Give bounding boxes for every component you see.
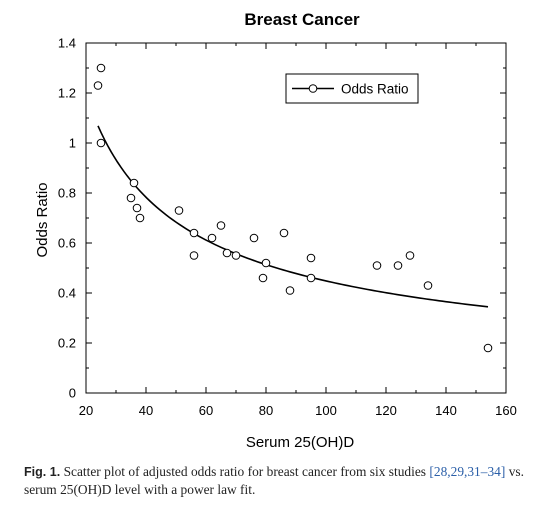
data-point xyxy=(279,228,289,238)
data-point xyxy=(216,221,226,230)
data-point xyxy=(423,281,433,290)
data-point xyxy=(306,253,316,263)
data-point xyxy=(132,203,142,213)
y-tick-label: 0.4 xyxy=(58,286,76,301)
data-point xyxy=(135,213,145,223)
x-tick-label: 80 xyxy=(259,403,273,418)
x-tick-label: 40 xyxy=(139,403,153,418)
data-point xyxy=(207,233,217,243)
data-point xyxy=(405,251,415,260)
legend: Odds Ratio xyxy=(285,73,419,104)
data-point xyxy=(222,248,232,258)
data-point xyxy=(306,273,316,283)
legend-marker-icon xyxy=(308,84,318,93)
y-axis-label: Odds Ratio xyxy=(34,182,51,257)
y-tick-label: 1.2 xyxy=(58,86,76,101)
data-point xyxy=(483,343,493,353)
data-point xyxy=(249,233,259,243)
y-tick-label: 1.4 xyxy=(58,36,76,51)
data-point xyxy=(93,81,103,90)
x-tick-label: 160 xyxy=(495,403,517,418)
caption-references-link[interactable]: [28,29,31–34] xyxy=(429,464,506,479)
y-tick-label: 0.8 xyxy=(58,186,76,201)
caption-text: Scatter plot of adjusted odds ratio for … xyxy=(63,464,427,479)
caption-text-end: vs. serum 25(OH)D level with a power law… xyxy=(24,464,524,497)
caption-label: Fig. 1. xyxy=(24,465,61,479)
data-point xyxy=(372,261,382,270)
x-tick-label: 140 xyxy=(435,403,457,418)
data-point xyxy=(285,286,295,295)
power-law-fit-curve xyxy=(97,125,489,308)
y-tick-label: 0.2 xyxy=(58,336,76,351)
data-point xyxy=(96,63,106,73)
legend-label: Odds Ratio xyxy=(341,82,409,97)
data-point xyxy=(261,258,271,268)
chart-title: Breast Cancer xyxy=(244,10,360,29)
figure-caption: Fig. 1. Scatter plot of adjusted odds ra… xyxy=(24,463,524,499)
chart: Breast Cancer 20 40 60 80 100 120 140 160 0 0.2 0.… xyxy=(34,10,517,451)
y-tick-label: 1 xyxy=(69,136,76,151)
x-tick-label: 120 xyxy=(375,403,397,418)
x-tick-label: 20 xyxy=(79,403,93,418)
data-point xyxy=(174,206,184,215)
y-tick-label: 0 xyxy=(69,386,76,401)
x-tick-label: 60 xyxy=(199,403,213,418)
data-point xyxy=(129,178,139,188)
data-point xyxy=(126,193,136,203)
data-point xyxy=(231,251,241,260)
data-point xyxy=(258,273,268,283)
data-point xyxy=(189,228,199,238)
x-axis-label: Serum 25(OH)D xyxy=(246,434,355,451)
x-tick-label: 100 xyxy=(315,403,337,418)
y-tick-label: 0.6 xyxy=(58,236,76,251)
data-point xyxy=(189,251,199,260)
data-point xyxy=(96,138,106,148)
data-point xyxy=(393,261,403,270)
